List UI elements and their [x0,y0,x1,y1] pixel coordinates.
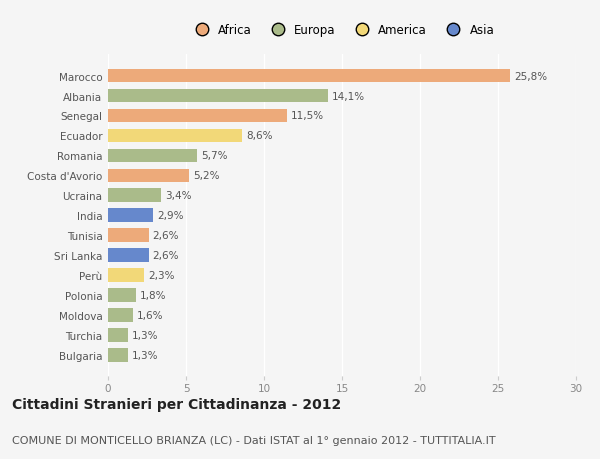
Text: 5,2%: 5,2% [193,171,220,181]
Bar [108,348,128,362]
Text: 3,4%: 3,4% [165,191,191,201]
Text: COMUNE DI MONTICELLO BRIANZA (LC) - Dati ISTAT al 1° gennaio 2012 - TUTTITALIA.I: COMUNE DI MONTICELLO BRIANZA (LC) - Dati… [12,435,496,445]
Text: 1,3%: 1,3% [132,330,158,340]
Bar [108,189,161,202]
Bar [108,308,133,322]
Bar [108,110,287,123]
Text: 5,7%: 5,7% [201,151,227,161]
Legend: Africa, Europa, America, Asia: Africa, Europa, America, Asia [190,24,494,37]
Text: 14,1%: 14,1% [332,91,365,101]
Bar [108,70,511,83]
Text: 2,9%: 2,9% [157,211,184,221]
Text: 2,6%: 2,6% [152,230,179,241]
Bar [108,269,144,282]
Text: 11,5%: 11,5% [291,111,325,121]
Text: 2,3%: 2,3% [148,270,174,280]
Text: 8,6%: 8,6% [246,131,272,141]
Bar [108,90,328,103]
Bar [108,289,136,302]
Bar [108,209,153,223]
Bar [108,229,149,242]
Bar [108,149,197,163]
Text: 1,6%: 1,6% [137,310,163,320]
Text: 25,8%: 25,8% [514,72,548,81]
Bar [108,129,242,143]
Text: 2,6%: 2,6% [152,251,179,261]
Text: 1,3%: 1,3% [132,350,158,360]
Bar [108,328,128,342]
Text: 1,8%: 1,8% [140,291,166,300]
Text: Cittadini Stranieri per Cittadinanza - 2012: Cittadini Stranieri per Cittadinanza - 2… [12,397,341,412]
Bar [108,169,189,183]
Bar [108,249,149,262]
